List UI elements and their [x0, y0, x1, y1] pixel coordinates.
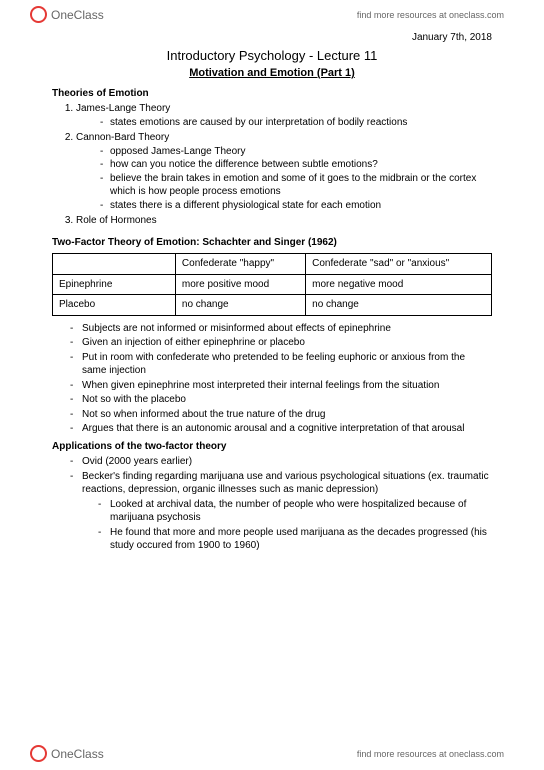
table-cell: more negative mood [306, 274, 492, 295]
note-item: Given an injection of either epinephrine… [70, 336, 492, 350]
two-factor-notes: Subjects are not informed or misinformed… [52, 322, 492, 436]
table-cell: no change [175, 295, 305, 316]
table-cell: no change [306, 295, 492, 316]
table-header: Confederate "sad" or "anxious" [306, 254, 492, 275]
note-item: When given epinephrine most interpreted … [70, 379, 492, 393]
theory-point: how can you notice the difference betwee… [100, 158, 492, 172]
theories-list: James-Lange Theory states emotions are c… [52, 102, 492, 228]
footer-tagline: find more resources at oneclass.com [357, 749, 504, 759]
theory-point: believe the brain takes in emotion and s… [100, 172, 492, 199]
page-footer: OneClass find more resources at oneclass… [0, 739, 544, 766]
two-factor-table: Confederate "happy" Confederate "sad" or… [52, 253, 492, 316]
note-item: Subjects are not informed or misinformed… [70, 322, 492, 336]
theory-point: opposed James-Lange Theory [100, 145, 492, 159]
table-header [53, 254, 176, 275]
brand-name: OneClass [51, 8, 104, 22]
document-body: January 7th, 2018 Introductory Psycholog… [0, 27, 544, 553]
page-header: OneClass find more resources at oneclass… [0, 0, 544, 27]
note-item: Not so with the placebo [70, 393, 492, 407]
course-title: Introductory Psychology - Lecture 11 [52, 47, 492, 65]
theories-heading: Theories of Emotion [52, 87, 492, 101]
theory-point: states emotions are caused by our interp… [100, 116, 492, 130]
two-factor-heading: Two-Factor Theory of Emotion: Schachter … [52, 236, 492, 250]
subnote-item: He found that more and more people used … [98, 526, 492, 553]
theory-point: states there is a different physiologica… [100, 199, 492, 213]
table-header: Confederate "happy" [175, 254, 305, 275]
table-cell: more positive mood [175, 274, 305, 295]
theory-item: James-Lange Theory states emotions are c… [76, 102, 492, 129]
note-item: Not so when informed about the true natu… [70, 408, 492, 422]
table-cell: Epinephrine [53, 274, 176, 295]
theory-item: Role of Hormones [76, 214, 492, 228]
logo-icon [30, 745, 47, 762]
subnote-item: Looked at archival data, the number of p… [98, 498, 492, 525]
theory-name: Cannon-Bard Theory [76, 132, 169, 143]
note-item: Argues that there is an autonomic arousa… [70, 422, 492, 436]
note-item: Becker's finding regarding marijuana use… [70, 470, 492, 497]
applications-heading: Applications of the two-factor theory [52, 440, 492, 454]
brand-name: OneClass [51, 747, 104, 761]
table-row: Placebo no change no change [53, 295, 492, 316]
applications-notes: Ovid (2000 years earlier) Becker's findi… [52, 455, 492, 497]
document-date: January 7th, 2018 [52, 31, 492, 45]
header-tagline: find more resources at oneclass.com [357, 10, 504, 20]
logo-icon [30, 6, 47, 23]
brand-logo: OneClass [30, 745, 104, 762]
lecture-title: Motivation and Emotion (Part 1) [52, 66, 492, 81]
note-item: Ovid (2000 years earlier) [70, 455, 492, 469]
applications-subnotes: Looked at archival data, the number of p… [52, 498, 492, 553]
theory-name: Role of Hormones [76, 215, 157, 226]
table-row: Confederate "happy" Confederate "sad" or… [53, 254, 492, 275]
note-item: Put in room with confederate who pretend… [70, 351, 492, 378]
theory-name: James-Lange Theory [76, 103, 170, 114]
brand-logo: OneClass [30, 6, 104, 23]
table-row: Epinephrine more positive mood more nega… [53, 274, 492, 295]
table-cell: Placebo [53, 295, 176, 316]
theory-item: Cannon-Bard Theory opposed James-Lange T… [76, 131, 492, 212]
